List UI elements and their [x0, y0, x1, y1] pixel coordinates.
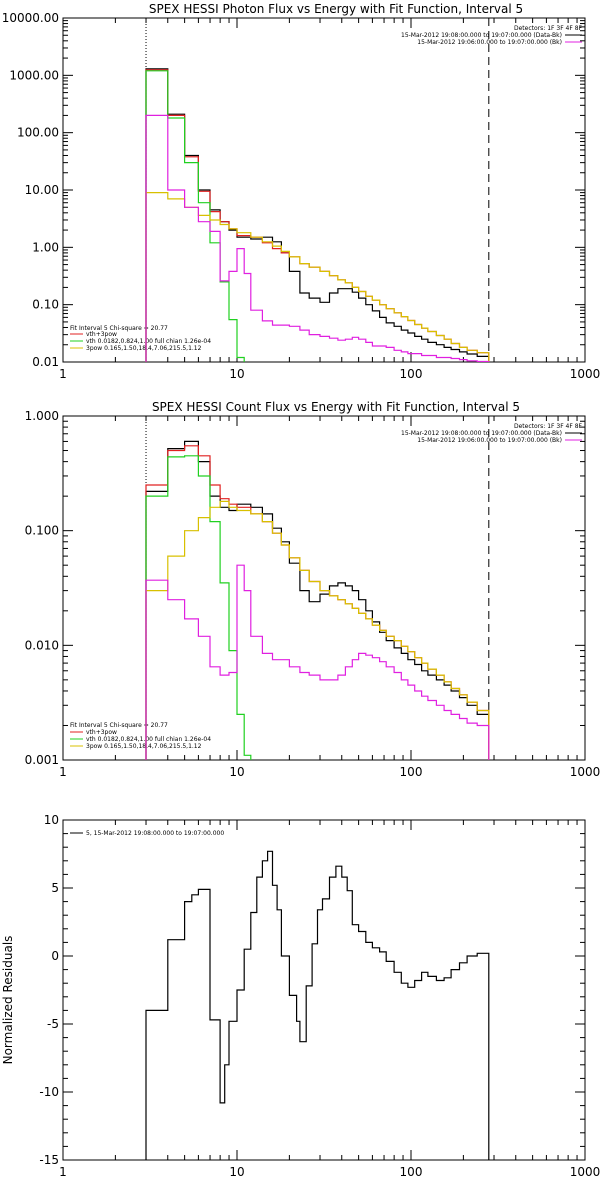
panel1-ytick-label: 0.10 [32, 298, 59, 312]
panel2-ytick-label: 0.001 [25, 753, 59, 767]
panel2-series-group [145, 440, 490, 760]
panel3-series-group [145, 850, 490, 1160]
panel2-fit-entry-3: 3pow 0.165,1.50,18.4,7.06,215.5,1.12 [86, 743, 202, 750]
panel3-ytick-label: -5 [47, 1017, 59, 1031]
panel2-fit-entry-1: vth+3pow [86, 729, 117, 736]
panel3-xtick-label: 1000 [570, 1165, 600, 1179]
panel1-detectors-label: Detectors: 1F 3F 4F 8F [514, 25, 583, 32]
panel2-xtick-label: 1 [59, 765, 67, 779]
panel2-ytick-label: 0.010 [25, 638, 59, 652]
panel1-series-0-line [145, 68, 490, 362]
panel3-legend-label: 5, 15-Mar-2012 19:08:00.000 to 19:07:00.… [86, 830, 224, 837]
panel1-ytick-label: 1.00 [32, 240, 59, 254]
panel3-ytick-label: -10 [39, 1085, 59, 1099]
panel3-series-0-line [145, 850, 490, 1160]
panel3-xtick-label: 100 [400, 1165, 423, 1179]
panel1-series-1-line [145, 69, 490, 362]
panel1-ytick-label: 100.00 [17, 126, 59, 140]
panel1-series-3-line [145, 192, 490, 362]
panel1-ytick-label: 10.00 [25, 183, 59, 197]
panel2-series-4-line [145, 564, 490, 760]
panel1-fit-entry-2: vth 0.0182,0.824,1.00 full chian 1.26e-0… [86, 338, 211, 345]
panel3-frame [62, 819, 586, 1161]
panel3-ytick-label: 0 [51, 949, 59, 963]
panel1-xtick-label: 1000 [570, 367, 600, 381]
panel1-series-group [145, 68, 490, 362]
panel2-ytick-label: 1.000 [25, 409, 59, 423]
panel2-series-2-line [145, 455, 252, 760]
panel1-ytick-label: 10000.00 [2, 11, 59, 25]
panel1-series-2-line [145, 70, 245, 362]
panel1-fit-header: Fit Interval 5 Chi-square = 20.77 [70, 325, 168, 332]
panel1-legend-bk-label: 15-Mar-2012 19:06:00.000 to 19:07:00.000… [417, 39, 562, 46]
panel2-detectors-label: Detectors: 1F 3F 4F 8F [514, 423, 583, 430]
panel2-xtick-label: 100 [400, 765, 423, 779]
panel2-xtick-label: 10 [229, 765, 244, 779]
panel1-legend-data-label: 15-Mar-2012 19:08:00.000 to 19:07:00.000… [401, 32, 562, 39]
panel1-xtick-label: 1 [59, 367, 67, 381]
panel1-ytick-label: 1000.00 [9, 68, 59, 82]
panel1-frame [62, 17, 586, 363]
panel3-ytick-label: -15 [39, 1153, 59, 1167]
panel1-ytick-label: 0.01 [32, 355, 59, 369]
panel2-frame [62, 415, 586, 761]
panel3-xtick-label: 10 [229, 1165, 244, 1179]
panel2-legend-detectors: Detectors: 1F 3F 4F 8F 15-Mar-2012 19:08… [401, 423, 583, 444]
panel2-series-1-line [145, 445, 490, 760]
panel2-ytick-label: 0.100 [25, 524, 59, 538]
panel2-legend-fit: Fit Interval 5 Chi-square = 20.77 vth+3p… [70, 722, 211, 750]
panel2-title: SPEX HESSI Count Flux vs Energy with Fit… [152, 400, 520, 414]
panel1-title: SPEX HESSI Photon Flux vs Energy with Fi… [149, 2, 523, 16]
residuals-panel: Normalized Residuals 5, 15-Mar-2012 19:0… [1, 813, 600, 1179]
panel1-fit-entry-1: vth+3pow [86, 331, 117, 338]
panel2-legend-bk-label: 15-Mar-2012 19:06:00.000 to 19:07:00.000… [417, 437, 562, 444]
count-flux-panel: SPEX HESSI Count Flux vs Energy with Fit… [25, 400, 600, 779]
panel2-fit-entry-2: vth 0.0182,0.824,1.00 full chian 1.26e-0… [86, 736, 211, 743]
panel3-ylabel: Normalized Residuals [1, 936, 15, 1065]
panel1-legend-detectors: Detectors: 1F 3F 4F 8F 15-Mar-2012 19:08… [401, 25, 583, 46]
panel2-xtick-label: 1000 [570, 765, 600, 779]
panel2-series-3-line [145, 500, 490, 760]
panel2-fit-header: Fit Interval 5 Chi-square = 20.77 [70, 722, 168, 729]
panel3-ytick-label: 10 [44, 813, 59, 827]
panel1-series-4-line [145, 114, 490, 362]
panel1-xtick-label: 100 [400, 367, 423, 381]
panel1-legend-fit: Fit Interval 5 Chi-square = 20.77 vth+3p… [70, 325, 211, 352]
panel3-xtick-label: 1 [59, 1165, 67, 1179]
panel2-series-0-line [145, 440, 490, 760]
panel1-xtick-label: 10 [229, 367, 244, 381]
photon-flux-panel: SPEX HESSI Photon Flux vs Energy with Fi… [2, 2, 600, 381]
panel3-ytick-label: 5 [51, 881, 59, 895]
panel2-legend-data-label: 15-Mar-2012 19:08:00.000 to 19:07:00.000… [401, 430, 562, 437]
panel1-fit-entry-3: 3pow 0.165,1.50,18.4,7.06,215.5,1.12 [86, 345, 202, 352]
